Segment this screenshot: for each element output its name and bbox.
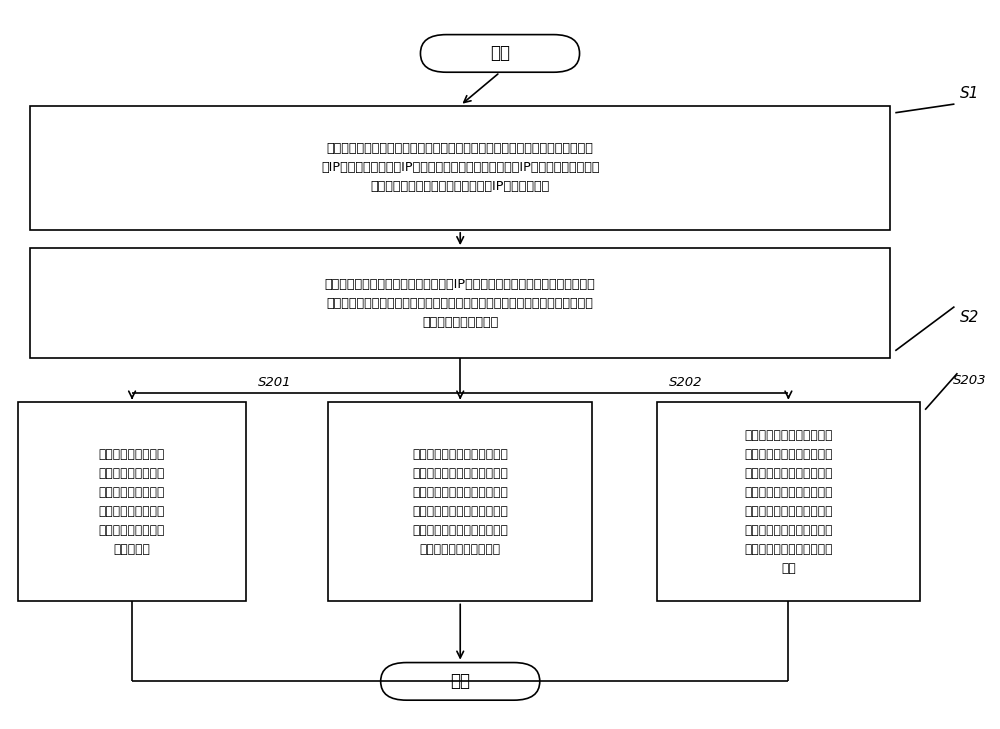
Text: 若多种网络类型中的
一网络通过网络质量
评估、且该网络的优
先级大于当前使用网
络，则将该网络设定
为默认网络: 若多种网络类型中的 一网络通过网络质量 评估、且该网络的优 先级大于当前使用网 … bbox=[99, 448, 165, 556]
Text: S2: S2 bbox=[960, 310, 979, 325]
FancyBboxPatch shape bbox=[381, 663, 540, 700]
FancyBboxPatch shape bbox=[420, 34, 580, 72]
Text: S201: S201 bbox=[258, 376, 292, 389]
FancyBboxPatch shape bbox=[18, 402, 246, 601]
Text: S202: S202 bbox=[669, 376, 702, 389]
Text: 结束: 结束 bbox=[450, 672, 470, 690]
Text: S203: S203 bbox=[953, 374, 986, 387]
Text: 开始: 开始 bbox=[490, 44, 510, 63]
Text: 若当前使用网络通过网络质量
评估、且多种网络类型中没有
优先级大于当前使用网络的网
络通过网络质量评估，则将当
前使用网络设定为默认网络，
并继续进行网络质量评: 若当前使用网络通过网络质量 评估、且多种网络类型中没有 优先级大于当前使用网络的… bbox=[412, 448, 508, 556]
FancyBboxPatch shape bbox=[328, 402, 592, 601]
FancyBboxPatch shape bbox=[30, 106, 890, 230]
FancyBboxPatch shape bbox=[30, 248, 890, 358]
Text: 将多种网络类型分别定义优先级；从智能终端的网络数据中获取若干个高使用频
率IP地址，高使用频率IP地址为使用频率高于预设频率的IP地址，以预设时间为
间隔轮流检: 将多种网络类型分别定义优先级；从智能终端的网络数据中获取若干个高使用频 率IP地… bbox=[321, 142, 599, 193]
Text: 若当前使用网络未通过网络
质量评估、且多种网络类型
中没有任何一网络通过网络
质量评估，则将由于冲突不
可与当前网络共存的网络中
优先级最高并低于当前使用
网络: 若当前使用网络未通过网络 质量评估、且多种网络类型 中没有任何一网络通过网络 质… bbox=[744, 429, 833, 575]
FancyBboxPatch shape bbox=[657, 402, 920, 601]
Text: S1: S1 bbox=[960, 86, 979, 101]
Text: 当第一预设时间段内若干个高使用频率IP地址中出现大于等于预设量的延迟网络
数据时，则对多种网络类型分别进行网络质量评估；延迟网络数据的延迟值大于
等于第一预设延: 当第一预设时间段内若干个高使用频率IP地址中出现大于等于预设量的延迟网络 数据时… bbox=[325, 278, 596, 329]
